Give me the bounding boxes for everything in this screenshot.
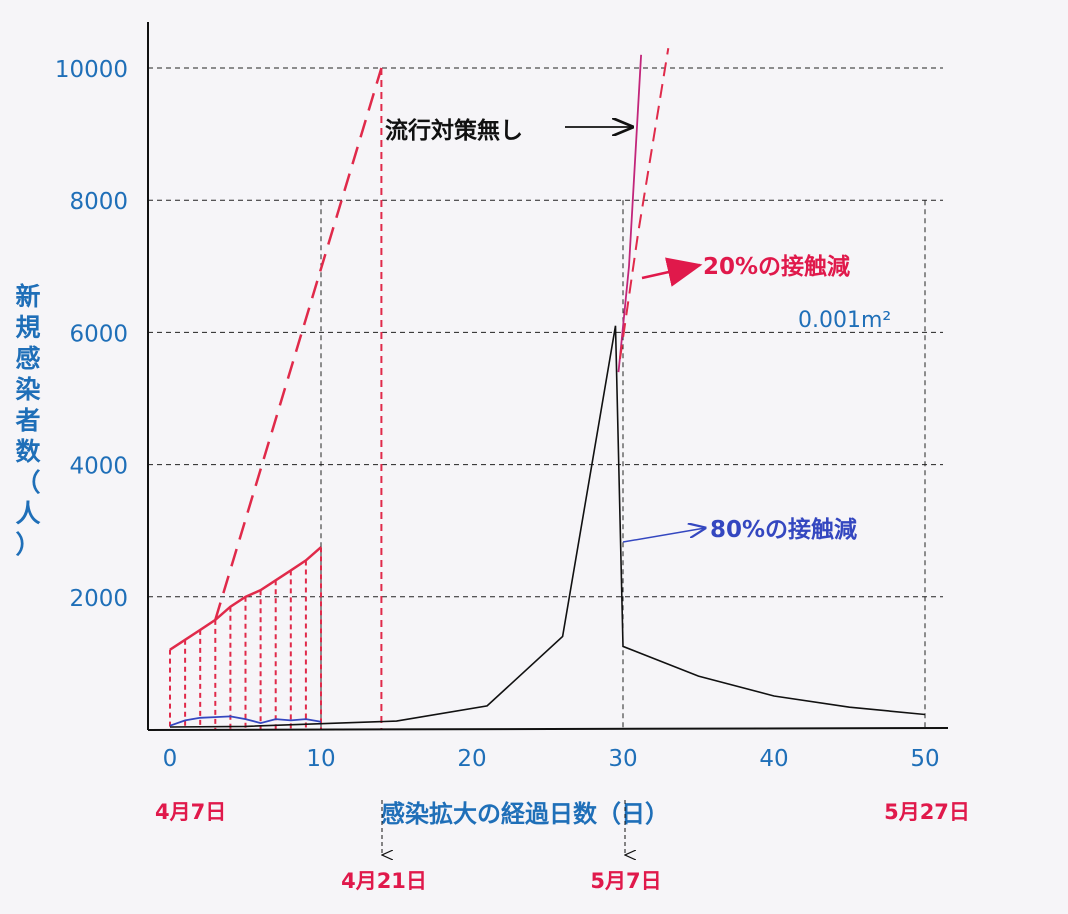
- series-80pct-reduction: [169, 325, 926, 728]
- annotation-20pct: 20%の接触減: [641, 253, 850, 287]
- date-label-apr7: 4月7日: [155, 800, 226, 824]
- axes: [147, 22, 949, 731]
- x-axis-line: [147, 727, 949, 731]
- tick-labels: 2000 4000 6000 8000 10000 0 10 20 30 40 50: [55, 57, 940, 772]
- series-early-cases: [169, 546, 322, 651]
- annotation-20pct-label: 20%の接触減: [703, 253, 850, 280]
- date-label-apr21: 4月21日: [341, 869, 427, 893]
- date-label-may27: 5月27日: [884, 800, 970, 824]
- annotation-scale: 0.001m²: [798, 308, 891, 333]
- annotation-no-measures: 流行対策無し: [385, 117, 632, 144]
- series-early-no-measures: [214, 67, 383, 621]
- x-axis-label: 感染拡大の経過日数（日）: [381, 800, 669, 828]
- annotation-80pct-arrow: [622, 528, 705, 543]
- series-lines: [169, 48, 926, 728]
- annotation-no-measures-label: 流行対策無し: [385, 117, 523, 144]
- x-tick-label-30: 30: [608, 746, 637, 772]
- annotation-20pct-arrow: [641, 257, 703, 287]
- x-tick-label-50: 50: [910, 746, 939, 772]
- date-labels: 4月7日 4月21日 5月7日 5月27日: [155, 800, 970, 893]
- annotation-80pct-label: 80%の接触減: [710, 516, 857, 543]
- series-early-blue: [169, 715, 322, 727]
- y-tick-label-4000: 4000: [69, 454, 128, 480]
- x-tick-label-40: 40: [759, 746, 788, 772]
- y-tick-label-10000: 10000: [55, 57, 128, 83]
- y-tick-label-8000: 8000: [69, 189, 128, 215]
- y-tick-label-2000: 2000: [69, 586, 128, 612]
- annotation-80pct: 80%の接触減: [622, 516, 857, 543]
- grid: [148, 67, 943, 729]
- series-no-measures: [617, 54, 642, 373]
- x-tick-label-20: 20: [457, 746, 486, 772]
- x-tick-label-10: 10: [306, 746, 335, 772]
- series-20pct-reduction: [619, 48, 670, 359]
- red-dashed-fill-lines: [169, 68, 383, 729]
- y-tick-label-6000: 6000: [69, 321, 128, 347]
- y-axis-label: 新規感染者数（人）: [15, 282, 41, 559]
- x-tick-label-0: 0: [163, 746, 178, 772]
- date-label-may7: 5月7日: [590, 869, 661, 893]
